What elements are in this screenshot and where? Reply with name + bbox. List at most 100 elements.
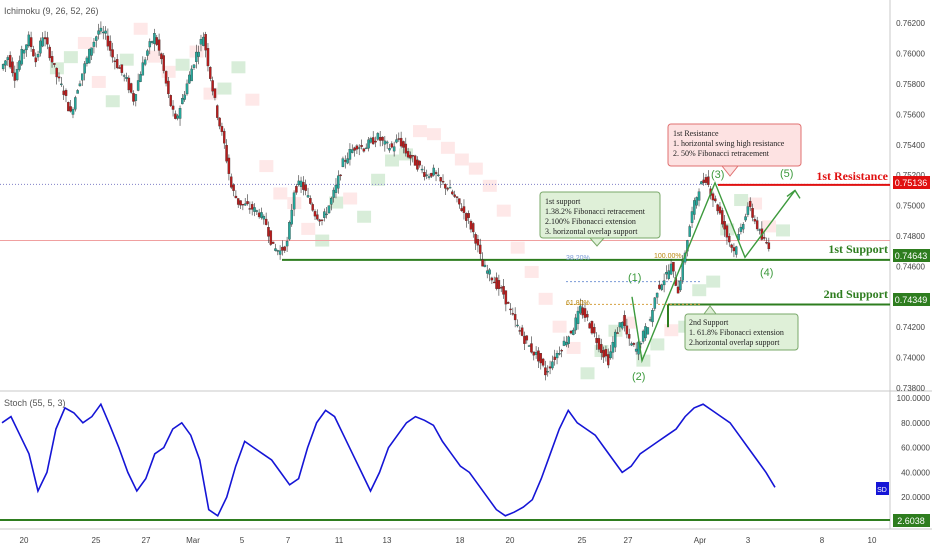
candle-body (129, 83, 133, 93)
candle-body (18, 60, 21, 70)
candle-body (146, 50, 149, 56)
candle-body (167, 80, 170, 95)
candle-body (320, 219, 324, 221)
candle-body (444, 183, 447, 189)
candle-body (418, 160, 421, 166)
wave-path (631, 180, 796, 364)
candle-body (658, 284, 661, 289)
cloud-segment (77, 36, 92, 49)
candle-body (462, 206, 466, 213)
support1-note-line-1: 1st support (545, 197, 581, 206)
candle-body (525, 335, 529, 341)
candle-body (357, 147, 361, 149)
candle-body (150, 41, 154, 43)
candle-body (586, 314, 589, 318)
candle-body (162, 55, 165, 71)
candle-body (236, 198, 240, 205)
cloud-segment (748, 197, 763, 210)
candle-body (544, 367, 547, 376)
candle-body (595, 338, 598, 343)
candle-body (181, 98, 184, 105)
candle-body (604, 349, 608, 357)
candle-body (111, 49, 114, 58)
candle-body (593, 327, 596, 334)
candle-body (106, 35, 110, 47)
candle-body (397, 138, 401, 140)
candle-body (11, 61, 14, 74)
candle-body (239, 200, 242, 206)
candle-body (122, 75, 126, 77)
candle-body (311, 204, 314, 211)
candle-body (492, 281, 496, 284)
candle-body (139, 74, 142, 82)
price-axis: 0.76200 0.76000 0.75800 0.75600 0.75400 0.752… (896, 19, 925, 393)
time-axis: 20 25 27 Mar 5 7 11 13 18 20 25 27 Apr 3 8 10 (20, 536, 877, 545)
cloud-segment (273, 187, 288, 200)
candle-body (334, 184, 338, 193)
candle-body (560, 350, 563, 352)
candle-body (728, 235, 731, 243)
candle-body (39, 40, 42, 54)
candle-body (76, 90, 79, 94)
cloud-segment (119, 53, 134, 66)
candle-body (22, 49, 26, 54)
cloud-segment (692, 284, 707, 297)
candle-body (104, 30, 107, 34)
candle-body (325, 213, 328, 216)
candle-body (346, 158, 349, 164)
candle-body (506, 301, 510, 304)
candle-body (735, 246, 738, 255)
candle-body (748, 200, 752, 207)
candle-body (376, 133, 380, 140)
candle-body (567, 336, 570, 344)
candle-body (260, 212, 263, 218)
ichimoku-label: Ichimoku (9, 26, 52, 26) (4, 6, 99, 16)
candle-body (134, 94, 138, 101)
time-tick: 27 (142, 536, 151, 545)
price-tick: 0.75800 (896, 80, 925, 89)
support2-note-line-3: 2.horizontal overlap support (689, 338, 780, 347)
candle-body (665, 272, 668, 275)
price-tick: 0.74600 (896, 262, 925, 271)
support2-label: 2nd Support (824, 287, 888, 301)
cloud-segment (105, 95, 120, 108)
cloud-segment (329, 196, 344, 209)
candle-body (276, 250, 280, 252)
candle-body (453, 194, 456, 197)
candle-body (579, 305, 582, 314)
candle-body (164, 71, 168, 84)
support2-annotation: 2nd Support 1. 61.8% Fibonacci extension… (684, 305, 799, 351)
candle-body (288, 222, 291, 240)
time-tick: 20 (20, 536, 29, 545)
candle-body (34, 57, 37, 63)
candle-body (197, 51, 200, 57)
candle-body (271, 241, 275, 244)
candle-body (32, 49, 35, 57)
candle-body (202, 36, 205, 46)
candle-body (472, 223, 475, 233)
candle-body (371, 137, 375, 145)
time-tick: 13 (383, 536, 392, 545)
candle-body (99, 27, 103, 32)
candle-body (762, 237, 766, 239)
candle-body (644, 326, 647, 339)
candle-body (523, 335, 526, 344)
stoch-line (1, 402, 776, 517)
candle-body (753, 219, 757, 222)
candle-body (78, 83, 82, 87)
candle-body (367, 139, 370, 149)
time-tick: Apr (694, 536, 707, 545)
candle-body (458, 198, 461, 205)
candle-body (716, 204, 719, 212)
candle-body (572, 329, 575, 335)
candle-body (620, 322, 624, 329)
candle-body (341, 158, 345, 167)
candle-body (69, 106, 72, 112)
cloud-segment (412, 125, 427, 138)
candle-body (153, 33, 156, 44)
candle-body (302, 182, 305, 190)
support2-price-badge (893, 293, 930, 306)
candle-body (206, 48, 210, 67)
candle-body (632, 342, 636, 345)
